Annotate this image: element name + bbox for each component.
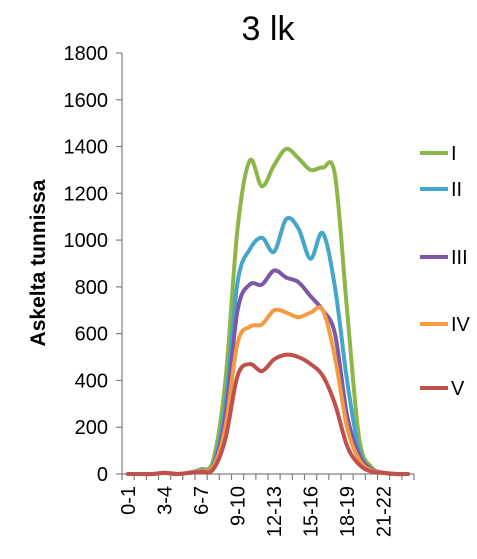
series-line-iii — [126, 268, 410, 477]
y-tick-label: 800 — [75, 277, 108, 299]
axes — [121, 53, 414, 475]
legend-label-ii: II — [451, 179, 462, 201]
y-tick-label: 400 — [75, 370, 108, 392]
chart-title: 3 lk — [242, 10, 296, 48]
y-tick-label: 600 — [75, 324, 108, 346]
x-tick-label: 6-7 — [191, 486, 213, 515]
y-tick-label: 1400 — [64, 137, 109, 159]
x-tick-label: 0-1 — [118, 486, 140, 515]
x-tick-label: 18-19 — [337, 486, 359, 537]
x-axis-ticks: 0-1 3-4 6-7 9-10 12-13 15-16 18-19 21-22 — [118, 474, 415, 537]
y-tick-label: 1800 — [64, 43, 109, 65]
series-line-i — [126, 146, 410, 477]
legend-label-v: V — [451, 378, 465, 400]
x-tick-label: 15-16 — [301, 486, 323, 537]
series-line-v — [126, 352, 410, 477]
legend-label-i: I — [451, 143, 457, 165]
y-tick-label: 1600 — [64, 90, 109, 112]
y-tick-label: 1200 — [64, 183, 109, 205]
legend-label-iii: III — [451, 247, 468, 269]
series-line-ii — [126, 215, 410, 477]
y-tick-label: 200 — [75, 417, 108, 439]
legend-label-iv: IV — [451, 314, 471, 336]
x-tick-label: 9-10 — [228, 486, 250, 526]
x-tick-label: 12-13 — [264, 486, 286, 537]
x-tick-label: 3-4 — [155, 486, 177, 515]
x-tick-label: 21-22 — [374, 486, 396, 537]
y-axis-ticks: 0 200 400 600 800 1000 1200 1400 1600 1800 — [64, 43, 122, 486]
y-tick-label: 0 — [97, 464, 108, 486]
series-lines — [126, 146, 410, 477]
series-line-iv — [126, 305, 410, 477]
y-axis-title: Askelta tunnissa — [27, 179, 50, 346]
y-tick-label: 1000 — [64, 230, 109, 252]
